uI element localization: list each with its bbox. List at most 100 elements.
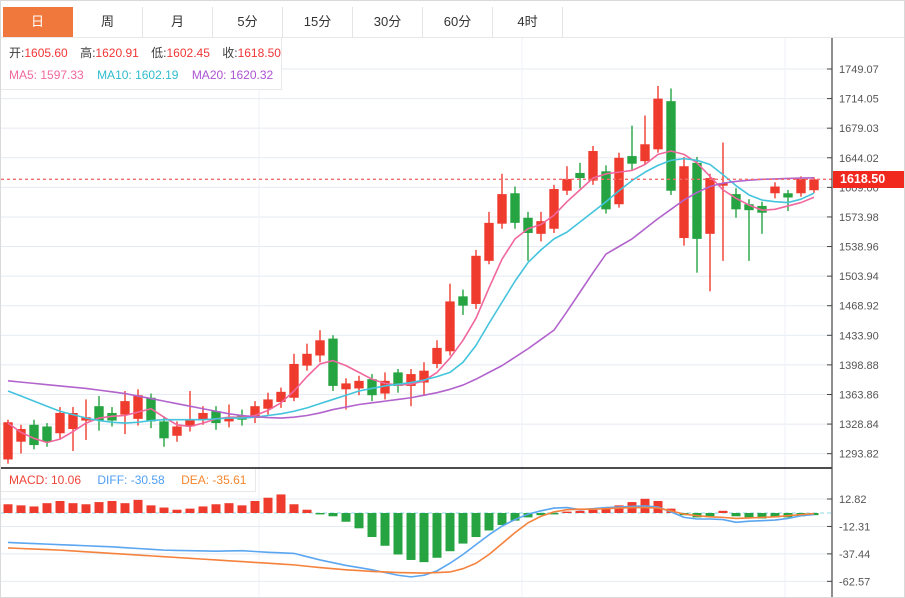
candle-body-up: [276, 391, 286, 402]
price-axis-label: 1433.90: [839, 330, 879, 342]
candle-body-down: [42, 426, 52, 442]
price-axis-label: 1538.96: [839, 242, 879, 254]
tab-week[interactable]: 周: [73, 7, 143, 37]
candle-body-up: [562, 178, 572, 191]
macd-histogram-bar: [549, 513, 559, 515]
open-label: 开:: [9, 46, 25, 60]
ma10-line: [7, 157, 815, 424]
candle-body-down: [692, 162, 702, 239]
candle-body-up: [653, 98, 663, 150]
candle-body-up: [679, 166, 689, 239]
price-axis-label: 1749.07: [839, 64, 879, 76]
tab-60min[interactable]: 60分: [423, 7, 493, 37]
close-label: 收:: [222, 46, 238, 60]
macd-histogram-bar: [263, 497, 273, 513]
candle-body-up: [198, 412, 208, 420]
macd-histogram-bar: [705, 513, 715, 517]
macd-histogram-bar: [198, 506, 208, 513]
tab-month[interactable]: 月: [143, 7, 213, 37]
macd-histogram-bar: [354, 513, 364, 529]
price-axis-label: 1363.86: [839, 389, 879, 401]
price-axis-label: 1714.05: [839, 94, 879, 106]
macd-histogram-bar: [614, 505, 624, 513]
candle-body-up: [172, 426, 182, 436]
macd-histogram-bar: [289, 504, 299, 513]
candle-body-down: [211, 411, 221, 424]
candle-body-up: [549, 189, 559, 229]
candle-body-up: [380, 380, 390, 394]
macd-histogram-bar: [94, 502, 104, 513]
candle-body-up: [614, 157, 624, 205]
macd-histogram-bar: [16, 505, 26, 513]
candle-body-down: [458, 296, 468, 306]
macd-histogram-bar: [159, 507, 169, 513]
candle-body-up: [484, 222, 494, 261]
macd-histogram-bar: [3, 504, 13, 513]
tab-30min[interactable]: 30分: [353, 7, 423, 37]
price-axis-label: 1679.03: [839, 123, 879, 135]
macd-histogram-bar: [367, 513, 377, 538]
ma-readout: MA5: 1597.33 MA10: 1602.19 MA20: 1620.32: [9, 64, 281, 86]
candle-body-down: [159, 421, 169, 439]
candle-body-down: [627, 156, 637, 164]
macd-histogram-bar: [224, 503, 234, 513]
candle-body-up: [536, 221, 546, 234]
macd-histogram-bar: [172, 509, 182, 513]
price-axis-label: 1328.84: [839, 419, 879, 431]
macd-histogram-bar: [718, 510, 728, 513]
price-axis-label: 1293.82: [839, 449, 879, 461]
candle-body-up: [406, 374, 416, 386]
macd-histogram-bar: [458, 513, 468, 544]
last-price-badge: 1618.50: [833, 171, 904, 188]
ma20-readout: MA20: 1620.32: [191, 68, 274, 82]
candle-body-up: [55, 412, 65, 434]
macd-histogram-bar: [601, 508, 611, 513]
macd-histogram-bar: [29, 506, 39, 513]
candle-body-up: [588, 151, 598, 181]
candle-body-up: [705, 178, 715, 234]
close-value: 1618.50: [237, 46, 281, 60]
tab-5min[interactable]: 5分: [213, 7, 283, 37]
candle-body-down: [744, 204, 754, 211]
candle-body-up: [419, 370, 429, 383]
candle-body-down: [731, 194, 741, 210]
macd-histogram-bar: [484, 513, 494, 531]
candle-body-up: [263, 399, 273, 409]
macd-histogram-bar: [107, 500, 117, 513]
macd-histogram-bar: [185, 508, 195, 513]
macd-histogram-bar: [419, 513, 429, 563]
macd-infobox: MACD: 10.06 DIFF: -30.58 DEA: -35.61: [1, 469, 256, 492]
candle-body-up: [354, 380, 364, 389]
macd-axis-label: -37.44: [839, 549, 870, 561]
tab-15min[interactable]: 15分: [283, 7, 353, 37]
macd-histogram-bar: [432, 513, 442, 558]
macd-histogram-bar: [471, 513, 481, 538]
candle-body-up: [445, 301, 455, 352]
candle-body-up: [81, 417, 91, 421]
macd-diff-line: [7, 505, 815, 578]
macd-histogram-bar: [341, 513, 351, 522]
tab-4hour[interactable]: 4时: [493, 7, 563, 37]
high-value: 1620.91: [95, 46, 139, 60]
high-label: 高:: [80, 46, 96, 60]
candle-body-up: [120, 401, 130, 415]
candle-body-up: [185, 419, 195, 427]
candle-body-down: [328, 338, 338, 386]
quote-infobox: 开:1605.60 高:1620.91 低:1602.45 收:1618.50 …: [1, 37, 282, 90]
candle-body-down: [575, 172, 585, 179]
macd-histogram-bar: [55, 500, 65, 513]
tab-day[interactable]: 日: [3, 7, 73, 37]
candle-body-down: [510, 193, 520, 223]
macd-histogram-bar: [276, 494, 286, 513]
candle-body-up: [315, 340, 325, 356]
macd-histogram-bar: [757, 513, 767, 519]
candle-body-up: [640, 144, 650, 162]
macd-dea-line: [7, 506, 815, 574]
candle-body-down: [666, 101, 676, 191]
candle-body-down: [94, 406, 104, 421]
ohlc-readout: 开:1605.60 高:1620.91 低:1602.45 收:1618.50: [9, 42, 281, 64]
macd-histogram-bar: [536, 513, 546, 516]
candle-body-up: [16, 429, 26, 442]
candle-body-down: [367, 379, 377, 396]
